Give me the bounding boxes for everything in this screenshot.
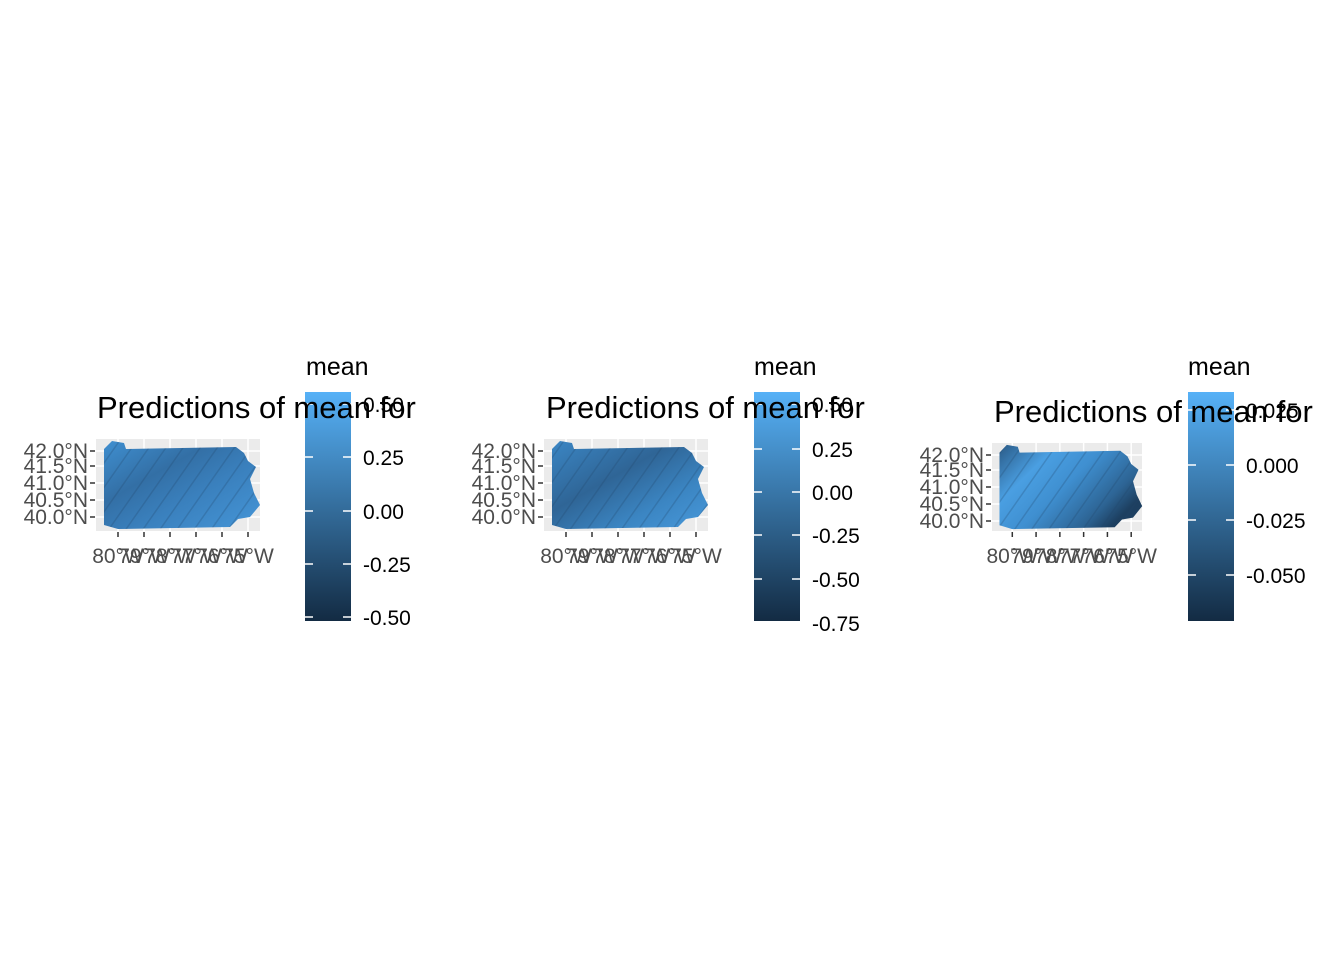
lat-tick-label: 40.5°N [24,489,88,512]
legend-label: 0.00 [363,501,404,524]
legend-colorbar [305,392,351,621]
lon-tick-label: 79°W [566,545,618,568]
lat-tick-label: 41.5°N [24,455,88,478]
lon-tick-label: 76°W [644,545,696,568]
legend-label: -0.050 [1246,565,1306,588]
lon-tick-label: 79°W [118,545,170,568]
lon-tick-label: 76°W [1082,545,1134,568]
lon-tick-label: 78°W [1034,545,1086,568]
prediction-texture [999,444,1143,530]
panel-title: Predictions of mean for [546,390,865,425]
legend-label: 0.000 [1246,455,1299,478]
legend-label: 0.025 [1246,400,1299,423]
lon-tick-label: 80°W [92,545,144,568]
lat-tick-label: 40.0°N [24,506,88,529]
lon-tick-label: 75°W [670,545,722,568]
lat-tick-label: 42.0°N [472,440,536,463]
lon-tick-label: 79°W [1010,545,1062,568]
legend-title: mean [1188,353,1251,381]
legend-label: 0.25 [812,439,853,462]
lon-tick-label: 76°W [196,545,248,568]
lon-tick-label: 80°W [987,545,1039,568]
lon-tick-label: 75°W [222,545,274,568]
lon-tick-label: 78°W [592,545,644,568]
prediction-texture [552,441,708,529]
legend-colorbar [1188,392,1234,621]
lat-tick-label: 40.5°N [472,489,536,512]
legend-label: 0.50 [363,394,404,417]
map-panel-2: 42.0°N41.5°N41.0°N40.5°N40.0°N80°W79°W78… [472,353,865,636]
legend-label: -0.75 [812,613,860,636]
panel-title: Predictions of mean for [994,394,1313,429]
legend-label: 0.00 [812,482,853,505]
lat-tick-label: 41.0°N [24,472,88,495]
lon-tick-label: 77°W [170,545,222,568]
map-panel-1: 42.0°N41.5°N41.0°N40.5°N40.0°N80°W79°W78… [24,353,416,630]
lat-tick-label: 41.0°N [920,476,984,499]
lat-tick-label: 40.0°N [920,510,984,533]
lat-tick-label: 42.0°N [920,444,984,467]
lon-tick-label: 77°W [1058,545,1110,568]
legend-title: mean [754,353,817,381]
legend-label: -0.25 [812,525,860,548]
legend-title: mean [306,353,369,381]
legend-label: 0.25 [363,447,404,470]
lat-tick-label: 40.0°N [472,506,536,529]
lon-tick-label: 80°W [540,545,592,568]
prediction-texture [104,441,260,529]
lon-tick-label: 78°W [144,545,196,568]
lon-tick-label: 77°W [618,545,670,568]
lat-tick-label: 41.5°N [920,459,984,482]
panel-title: Predictions of mean for [97,390,416,425]
legend-label: -0.50 [812,569,860,592]
lat-tick-label: 41.0°N [472,472,536,495]
lon-tick-label: 75°W [1105,545,1157,568]
legend-label: -0.50 [363,607,411,630]
legend-colorbar [754,392,800,621]
lat-tick-label: 42.0°N [24,440,88,463]
lat-tick-label: 41.5°N [472,455,536,478]
lat-tick-label: 40.5°N [920,493,984,516]
legend-label: -0.25 [363,554,411,577]
legend-label: -0.025 [1246,510,1306,533]
legend-label: 0.50 [812,394,853,417]
map-panel-3: 42.0°N41.5°N41.0°N40.5°N40.0°N80°W79°W78… [920,353,1313,621]
